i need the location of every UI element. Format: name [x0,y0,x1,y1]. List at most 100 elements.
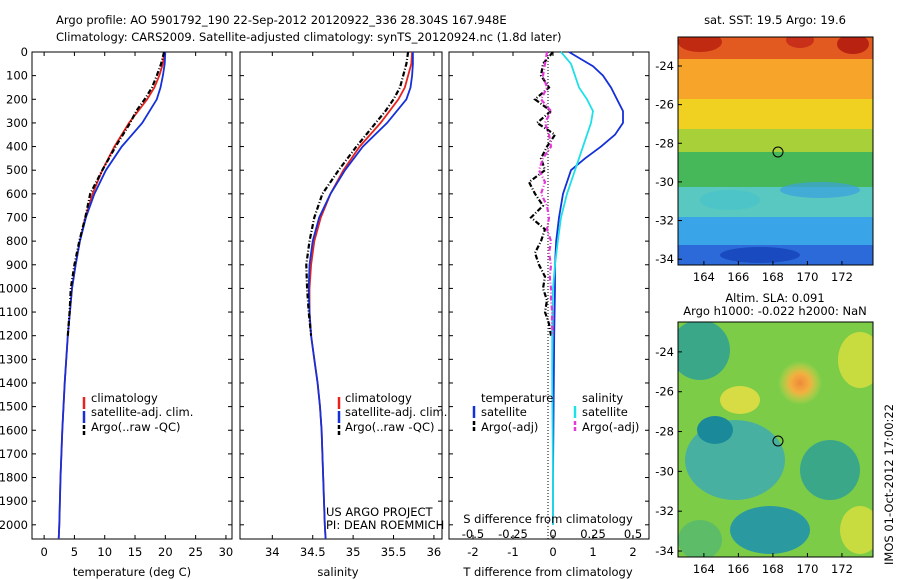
sdiff-xlabel: S difference from climatology [463,512,633,526]
x-tick-label: 1 [589,545,596,559]
depth-tick-label: 200 [6,92,28,106]
lat-tick-label: -28 [655,136,674,150]
lat-tick-label: -24 [655,59,674,73]
x-tick-label: 34.5 [300,545,326,559]
salinity-axes [239,51,443,540]
legend-label-argo: Argo(..raw -QC) [91,420,181,434]
lon-tick-label: 166 [727,270,749,284]
profile-line-0 [308,51,413,540]
salinity-legend: climatology satellite-adj. clim. Argo(..… [337,391,447,437]
sst-lat-ticks: -24 -26 -28 -30 -32 -34 [655,59,682,266]
legend-label-satellite: satellite-adj. clim. [345,405,447,419]
x-tick-label: 15 [128,545,143,559]
depth-tick-label: 0 [21,45,28,59]
profile-line-1 [57,51,167,540]
lat-tick-label: -30 [655,464,674,478]
depth-tick-label: 1500 [0,400,28,414]
lon-tick-label: 168 [762,270,784,284]
sla-field [678,322,873,557]
legend-label-s-argo: Argo(-adj) [582,420,639,434]
profile-line-1 [307,52,414,540]
depth-tick-label: 900 [6,258,28,272]
project-annotation: US ARGO PROJECT [326,505,434,519]
lon-tick-label: 170 [796,562,818,576]
x-tick-label: 35 [346,545,361,559]
difference-axes [448,51,650,540]
difference-profiles [527,51,624,525]
lat-tick-label: -30 [655,175,674,189]
sla-map-subtitle: Argo h1000: -0.022 h2000: NaN [683,304,867,318]
depth-tick-label: 1300 [0,352,28,366]
depth-tick-label: 1600 [0,423,28,437]
depth-tick-label: 1400 [0,376,28,390]
lat-tick-label: -26 [655,385,674,399]
lon-tick-label: 164 [693,270,715,284]
sla-lat-ticks: -24 -26 -28 -30 -32 -34 [655,345,682,558]
header-line1: Argo profile: AO 5901792_190 22-Sep-2012… [56,13,507,27]
sdiff-tick-label: 0.25 [580,527,606,541]
depth-tick-label: 300 [6,116,28,130]
sst-map: sat. SST: 19.5 Argo: 19.6 -24 -26 -28 -30 -3… [655,13,874,284]
salinity-panel: 34 34.5 35 35.5 36 climatology satellite-adj… [239,51,447,579]
x-tick-label: 25 [188,545,203,559]
temperature-tick-labels: 0 5 10 15 20 25 30 [32,51,233,559]
lon-tick-label: 172 [831,562,853,576]
legend-label-climatology: climatology [91,391,158,405]
depth-tick-label: 500 [6,163,28,177]
pi-annotation: PI: DEAN ROEMMICH [326,518,444,532]
sdiff-tick-label: 0.5 [624,527,642,541]
profile-line-1 [527,51,557,336]
lat-tick-label: -28 [655,425,674,439]
lat-tick-label: -26 [655,98,674,112]
legend-label-s-satellite: satellite [582,405,628,419]
lat-tick-label: -32 [655,214,674,228]
sla-map-title: Altim. SLA: 0.091 [725,291,824,305]
x-tick-label: 10 [97,545,112,559]
profile-line-0 [552,51,624,525]
sdiff-tick-labels: -0.5 -0.25 0 0.25 0.5 [462,527,642,541]
sdiff-tick-label: 0 [549,527,556,541]
depth-tick-label: 1900 [0,494,28,508]
profile-line-2 [305,51,410,336]
difference-legend: temperature salinity satellite Argo(-adj… [472,391,639,434]
x-tick-label: -1 [507,545,518,559]
temperature-xlabel: temperature (deg C) [73,565,191,579]
sst-field [678,37,873,265]
salinity-profiles [305,51,414,540]
lat-tick-label: -24 [655,345,674,359]
depth-tick-label: 100 [6,69,28,83]
tdiff-xlabel: T difference from climatology [462,565,633,579]
lon-tick-label: 168 [762,562,784,576]
sdiff-tick-label: -0.5 [462,527,484,541]
tdiff-tick-labels: -2 -1 0 1 2 [449,51,649,559]
x-tick-label: 36 [427,545,442,559]
x-tick-label: 0 [40,545,47,559]
x-tick-label: 0 [549,545,556,559]
header-line2: Climatology: CARS2009. Satellite-adjuste… [56,30,562,44]
depth-tick-label: 800 [6,234,28,248]
depth-tick-label: 1000 [0,281,28,295]
profile-line-2 [551,51,594,525]
temperature-axes [31,51,233,540]
legend-title-salinity: salinity [582,391,623,405]
depth-tick-label: 400 [6,140,28,154]
legend-label-t-argo: Argo(-adj) [481,420,538,434]
x-tick-label: 20 [158,545,173,559]
lat-tick-label: -32 [655,504,674,518]
sst-map-title: sat. SST: 19.5 Argo: 19.6 [704,13,846,27]
depth-tick-labels: 0 100 200 300 400 500 600 700 800 900 1000 1100 1200… [0,45,28,532]
x-tick-label: 35.5 [381,545,407,559]
salinity-xlabel: salinity [317,565,358,579]
sla-map-axes [677,321,874,558]
x-tick-label: 2 [629,545,636,559]
depth-tick-label: 2000 [0,518,28,532]
sst-lon-ticks: 164 166 168 170 172 [693,261,853,284]
legend-label-argo: Argo(..raw -QC) [345,420,435,434]
sla-map: Altim. SLA: 0.091 Argo h1000: -0.022 h20… [655,291,896,576]
lon-tick-label: 164 [693,562,715,576]
temperature-profiles [57,51,167,540]
lat-tick-label: -34 [655,252,674,266]
depth-tick-label: 600 [6,187,28,201]
x-tick-label: 5 [71,545,78,559]
